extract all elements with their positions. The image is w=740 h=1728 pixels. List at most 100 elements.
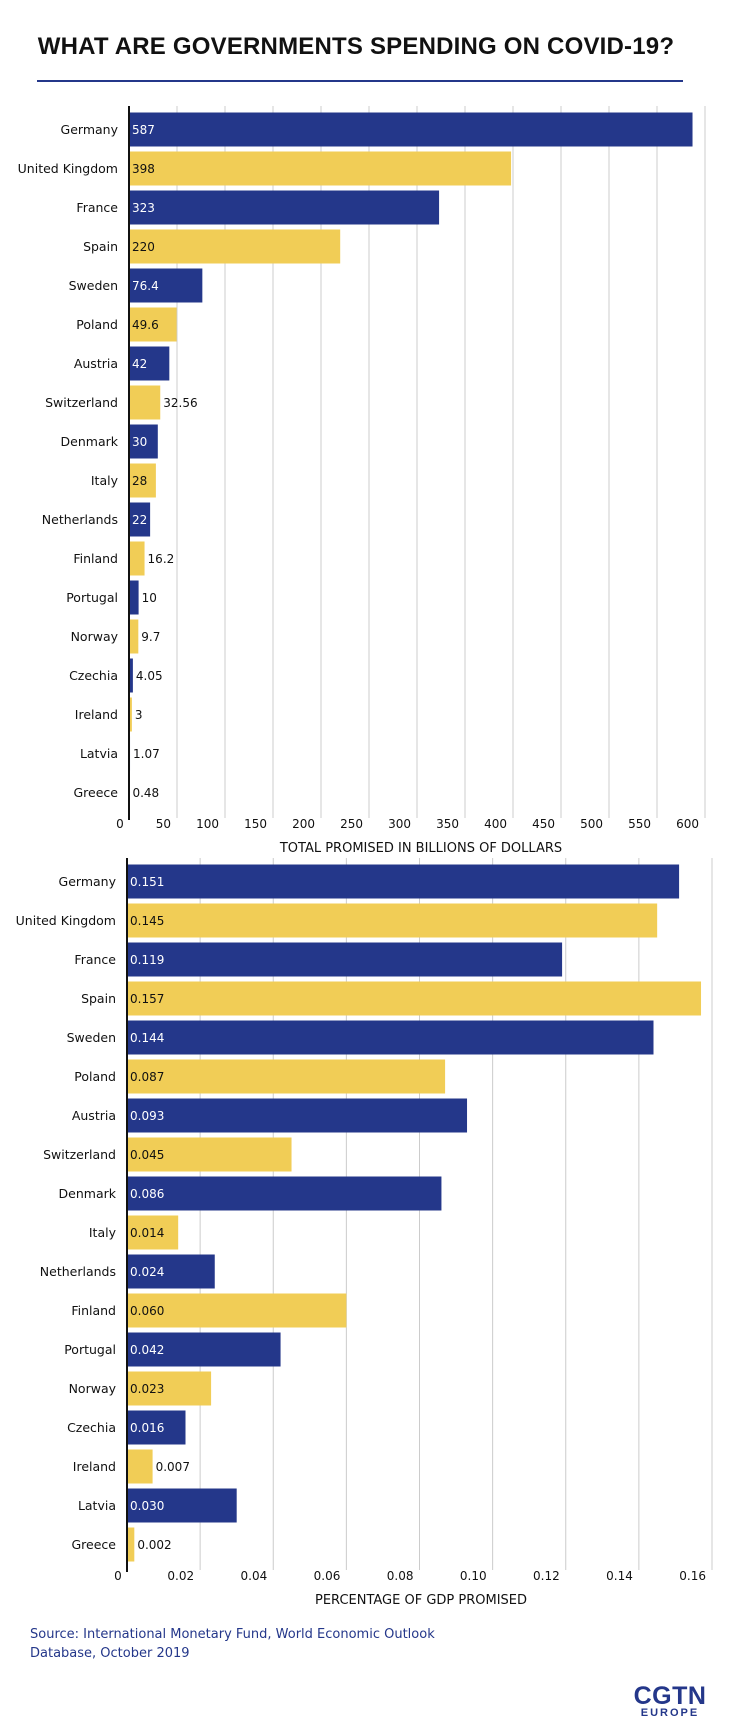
category-label: Switzerland [43, 1147, 116, 1162]
logo-text: CGTN [633, 1682, 707, 1710]
data-label: 0.48 [132, 786, 159, 800]
logo-subtext: EUROPE [640, 1707, 700, 1719]
bar [129, 424, 158, 459]
title-divider [37, 80, 683, 82]
bar [127, 1527, 135, 1562]
bar [129, 697, 132, 732]
category-label: Spain [83, 239, 118, 254]
x-tick-label: 0.02 [167, 1569, 194, 1583]
bar [127, 1137, 292, 1172]
data-label: 16.2 [148, 552, 175, 566]
category-label: Greece [72, 1537, 117, 1552]
x-tick-label: 0.04 [241, 1569, 268, 1583]
bar [127, 864, 680, 899]
data-label: 30 [132, 435, 147, 449]
data-label: 0.023 [130, 1382, 164, 1396]
bar [127, 1488, 237, 1523]
category-label: Germany [59, 874, 117, 889]
bar [127, 1371, 212, 1406]
category-label: Sweden [67, 1030, 116, 1045]
bar [127, 1449, 153, 1484]
category-label: Finland [71, 1303, 116, 1318]
bar [127, 1215, 179, 1250]
category-label: Austria [74, 356, 118, 371]
data-label: 398 [132, 162, 155, 176]
x-tick-label: 0.06 [314, 1569, 341, 1583]
x-tick-label: 200 [292, 817, 315, 831]
data-label: 10 [142, 591, 157, 605]
bar [129, 346, 170, 381]
bar [129, 541, 145, 576]
category-label: France [74, 952, 116, 967]
data-label: 0.007 [156, 1460, 190, 1474]
data-label: 0.119 [130, 953, 164, 967]
data-label: 0.157 [130, 992, 164, 1006]
data-label: 49.6 [132, 318, 159, 332]
data-label: 0.086 [130, 1187, 164, 1201]
category-label: Portugal [66, 590, 118, 605]
data-label: 323 [132, 201, 155, 215]
bar [129, 385, 161, 420]
category-label: France [76, 200, 118, 215]
category-label: Italy [89, 1225, 117, 1240]
category-label: United Kingdom [16, 913, 116, 928]
data-label: 0.145 [130, 914, 164, 928]
data-label: 0.144 [130, 1031, 164, 1045]
bar [129, 619, 139, 654]
data-label: 0.151 [130, 875, 164, 889]
category-label: Latvia [78, 1498, 116, 1513]
data-label: 587 [132, 123, 155, 137]
source-note: Source: International Monetary Fund, Wor… [30, 1627, 435, 1661]
category-label: Denmark [59, 1186, 117, 1201]
category-label: Czechia [69, 668, 118, 683]
category-label: Poland [76, 317, 118, 332]
total-spending-chart: Germany 587 United Kingdom 398 France 323 Spai… [18, 106, 706, 856]
x-tick-label: 600 [676, 817, 699, 831]
category-label: Poland [74, 1069, 116, 1084]
bar [127, 1254, 215, 1289]
x-tick-label: 150 [244, 817, 267, 831]
bar [129, 268, 203, 303]
data-label: 0.093 [130, 1109, 164, 1123]
x-tick-label: 0.10 [460, 1569, 487, 1583]
bar [129, 229, 341, 264]
chart-title: WHAT ARE GOVERNMENTS SPENDING ON COVID-1… [37, 33, 675, 60]
data-label: 3 [135, 708, 143, 722]
bar [129, 658, 133, 693]
category-label: Latvia [80, 746, 118, 761]
x-tick-label: 100 [196, 817, 219, 831]
category-label: Portugal [64, 1342, 116, 1357]
category-label: Ireland [75, 707, 118, 722]
x-tick-label: 0 [116, 817, 124, 831]
x-tick-label: 300 [388, 817, 411, 831]
x-tick-label: 500 [580, 817, 603, 831]
data-label: 0.030 [130, 1499, 164, 1513]
x-tick-label: 350 [436, 817, 459, 831]
category-label: Netherlands [42, 512, 118, 527]
data-label: 0.024 [130, 1265, 164, 1279]
data-label: 4.05 [136, 669, 163, 683]
data-label: 9.7 [141, 630, 160, 644]
category-label: Spain [81, 991, 116, 1006]
x-tick-label: 450 [532, 817, 555, 831]
data-label: 220 [132, 240, 155, 254]
x-tick-label: 400 [484, 817, 507, 831]
bar [129, 151, 512, 186]
category-label: Norway [69, 1381, 117, 1396]
category-label: Italy [91, 473, 119, 488]
bar [127, 1410, 186, 1445]
data-label: 0.016 [130, 1421, 164, 1435]
category-label: Denmark [61, 434, 119, 449]
data-label: 0.002 [137, 1538, 171, 1552]
bar [127, 1098, 468, 1133]
x-tick-label: 0 [114, 1569, 122, 1583]
x-tick-label: 0.12 [533, 1569, 560, 1583]
bar [127, 942, 563, 977]
category-label: Czechia [67, 1420, 116, 1435]
category-label: Netherlands [40, 1264, 116, 1279]
data-label: 0.042 [130, 1343, 164, 1357]
category-label: Austria [72, 1108, 116, 1123]
x-tick-label: 0.16 [679, 1569, 706, 1583]
bar [129, 463, 156, 498]
x-tick-label: 0.08 [387, 1569, 414, 1583]
